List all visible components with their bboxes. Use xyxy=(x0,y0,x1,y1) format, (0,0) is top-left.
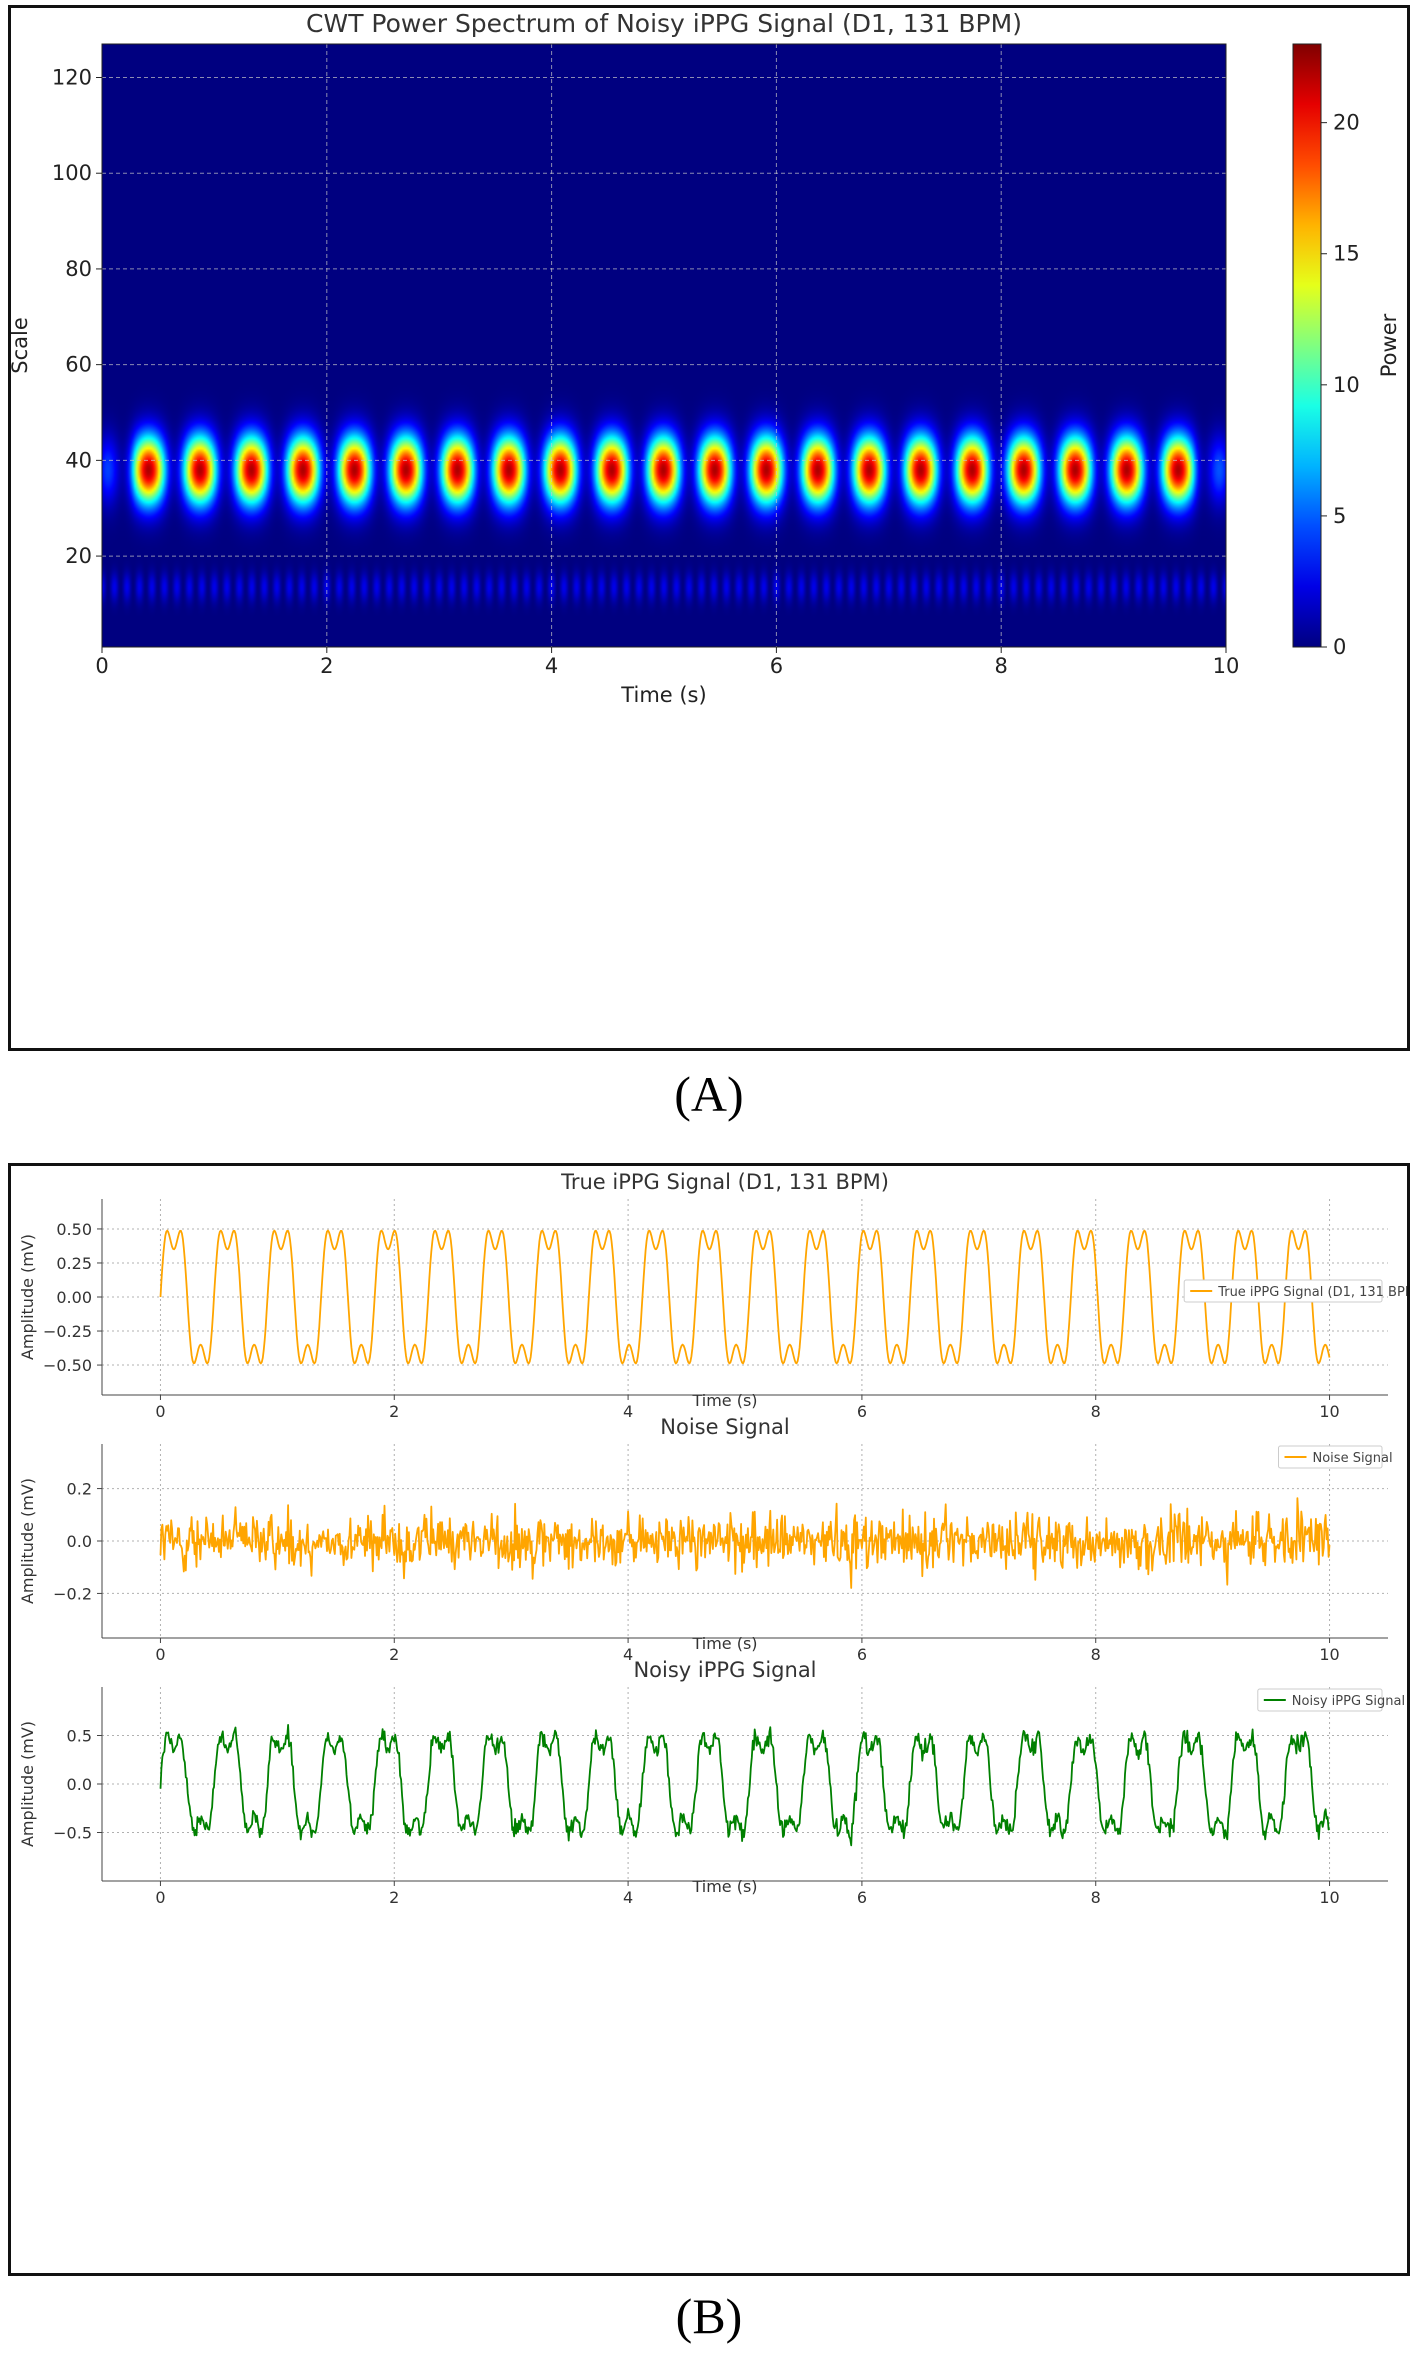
y-tick-label: 100 xyxy=(52,161,92,185)
x-tick-label: 4 xyxy=(623,1402,633,1421)
y-tick-label: −0.50 xyxy=(43,1356,92,1375)
y-tick-label: 0.5 xyxy=(67,1727,92,1746)
y-tick-label: 80 xyxy=(65,257,92,281)
x-tick-label: 2 xyxy=(389,1645,399,1664)
colorbar-label: Power xyxy=(1377,313,1401,377)
y-tick-label: −0.2 xyxy=(53,1584,92,1603)
y-tick-label: 0.0 xyxy=(67,1775,92,1794)
colorbar-tick-label: 15 xyxy=(1333,242,1360,266)
x-tick-label: 8 xyxy=(995,654,1008,678)
subplot-1: 0 2 4 6 8 10 −0.50 −0.25 0.00 0.25 0.50 True iPPG S… xyxy=(18,1170,1418,1421)
x-tick-label: 8 xyxy=(1091,1402,1101,1421)
legend-label: True iPPG Signal (D1, 131 BPM) xyxy=(1217,1285,1407,1300)
legend-box xyxy=(1183,1279,1383,1303)
y-tick-label: −0.25 xyxy=(43,1322,92,1341)
x-tick-label: 2 xyxy=(320,654,333,678)
legend-label: Noisy iPPG Signal xyxy=(1292,1694,1405,1709)
x-axis-label: Time (s) xyxy=(691,1877,757,1896)
plot-frame xyxy=(101,43,1227,648)
y-tick-label: 0.2 xyxy=(67,1480,92,1499)
chart-title: CWT Power Spectrum of Noisy iPPG Signal … xyxy=(306,9,1022,38)
colorbar-tick-label: 5 xyxy=(1333,504,1346,528)
colorbar-tick-label: 10 xyxy=(1333,373,1360,397)
x-tick-label: 8 xyxy=(1091,1645,1101,1664)
x-tick-label: 0 xyxy=(155,1888,165,1907)
y-tick-label: −0.5 xyxy=(53,1824,92,1843)
y-axis-label: Amplitude (mV) xyxy=(18,1478,37,1604)
panel-b: 0 2 4 6 8 10 −0.50 −0.25 0.00 0.25 0.50 True iPPG S… xyxy=(8,1163,1418,2276)
series-line xyxy=(159,1229,1331,1365)
panel-a: 0 2 4 6 8 10 20 40 60 80 100 120 CWT Power Spectrum … xyxy=(8,5,1410,1051)
x-tick-label: 10 xyxy=(1213,654,1240,678)
series-line xyxy=(159,1497,1331,1589)
subplot-title: Noisy iPPG Signal xyxy=(633,1658,816,1682)
y-axis-label: Amplitude (mV) xyxy=(18,1721,37,1847)
y-tick-label: 20 xyxy=(65,544,92,568)
y-tick-label: 0.50 xyxy=(56,1220,92,1239)
x-tick-label: 10 xyxy=(1319,1645,1339,1664)
x-tick-label: 10 xyxy=(1319,1402,1339,1421)
legend-box xyxy=(1278,1445,1383,1469)
x-tick-label: 6 xyxy=(857,1888,867,1907)
x-tick-label: 0 xyxy=(155,1645,165,1664)
cwt-power-heatmap xyxy=(102,44,1226,647)
series-line xyxy=(159,1724,1331,1847)
y-tick-label: 0.25 xyxy=(56,1254,92,1273)
colorbar-tick-label: 0 xyxy=(1333,635,1346,659)
legend-label: Noise Signal xyxy=(1313,1451,1393,1466)
x-tick-label: 6 xyxy=(857,1402,867,1421)
colorbar xyxy=(1292,43,1322,648)
x-tick-label: 6 xyxy=(770,654,783,678)
x-tick-label: 2 xyxy=(389,1402,399,1421)
x-axis-label: Time (s) xyxy=(691,1634,757,1653)
legend-box xyxy=(1257,1688,1383,1712)
colorbar-tick-label: 20 xyxy=(1333,111,1360,135)
x-tick-label: 0 xyxy=(95,654,108,678)
x-axis-label: Time (s) xyxy=(691,1391,757,1410)
y-tick-label: 0.0 xyxy=(67,1532,92,1551)
subplot-title: Noise Signal xyxy=(660,1415,789,1439)
y-tick-label: 0.00 xyxy=(56,1288,92,1307)
y-axis-label: Scale xyxy=(11,317,32,374)
x-tick-label: 0 xyxy=(155,1402,165,1421)
panel-a-label: (A) xyxy=(674,1066,744,1122)
y-tick-label: 40 xyxy=(65,448,92,472)
x-tick-label: 8 xyxy=(1091,1888,1101,1907)
subplot-title: True iPPG Signal (D1, 131 BPM) xyxy=(560,1170,889,1194)
y-tick-label: 120 xyxy=(52,66,92,90)
panel-b-label: (B) xyxy=(675,2288,743,2344)
x-tick-label: 4 xyxy=(623,1888,633,1907)
y-axis-label: Amplitude (mV) xyxy=(18,1234,37,1360)
x-tick-label: 4 xyxy=(623,1645,633,1664)
x-tick-label: 10 xyxy=(1319,1888,1339,1907)
x-axis-label: Time (s) xyxy=(620,683,706,707)
subplot-2: 0 2 4 6 8 10 −0.2 0.0 0.2 Noise Signal Time (s) Amp… xyxy=(18,1415,1393,1664)
x-tick-label: 4 xyxy=(545,654,558,678)
x-tick-label: 6 xyxy=(857,1645,867,1664)
y-tick-label: 60 xyxy=(65,353,92,377)
x-tick-label: 2 xyxy=(389,1888,399,1907)
subplot-3: 0 2 4 6 8 10 −0.5 0.0 0.5 Noisy iPPG Signal Time (… xyxy=(18,1658,1405,1907)
